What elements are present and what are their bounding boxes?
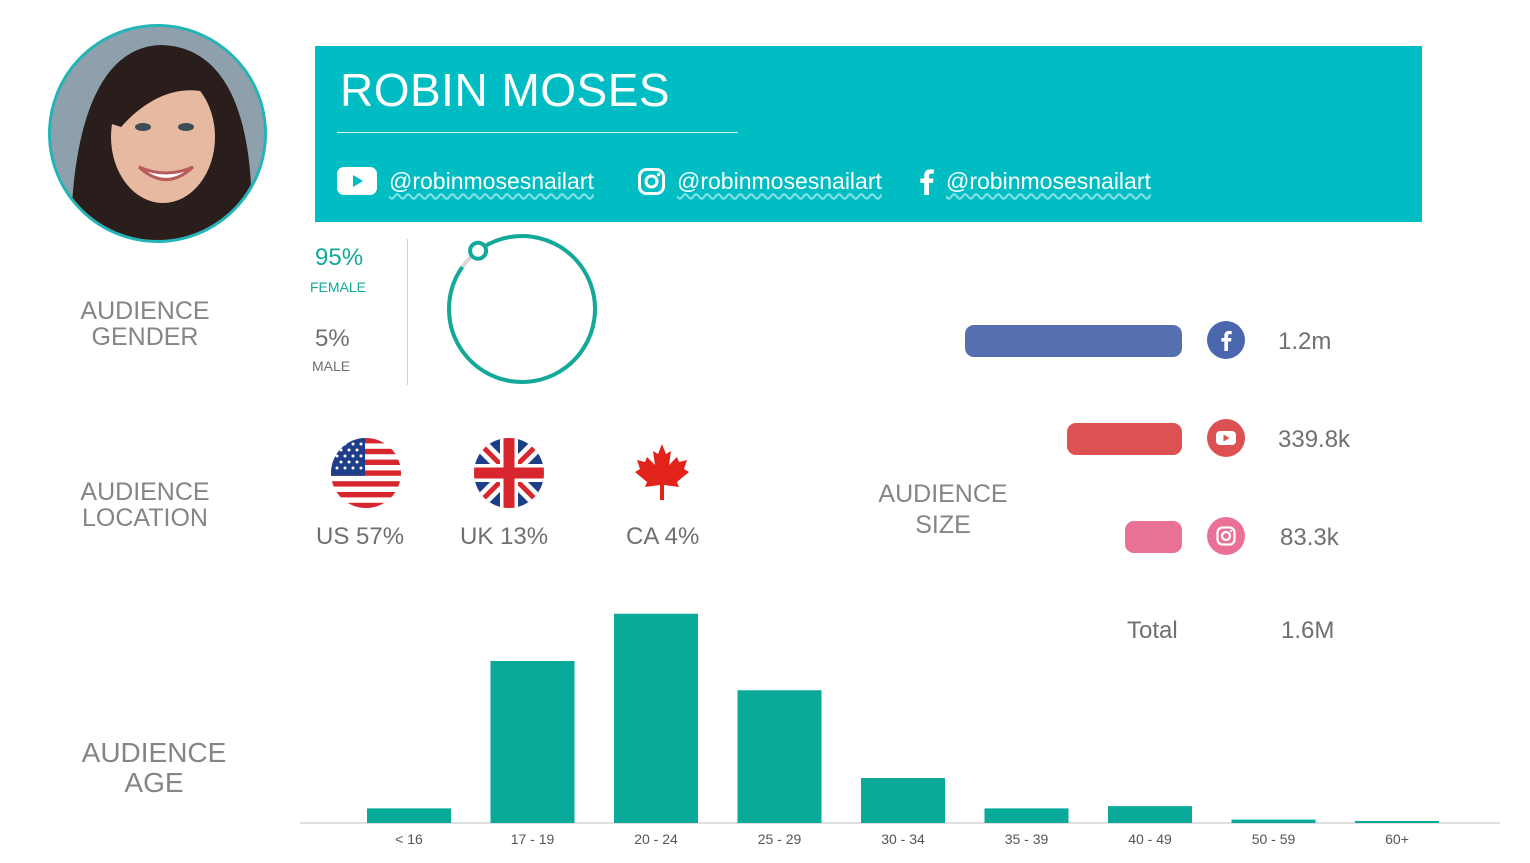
- uk-flag-icon: [474, 438, 544, 508]
- gender-divider: [407, 239, 408, 385]
- location-us-label: US 57%: [316, 523, 405, 550]
- male-label: MALE: [312, 358, 351, 374]
- instagram-handle[interactable]: @robinmosesnailart: [638, 161, 882, 201]
- profile-name: ROBIN MOSES: [340, 64, 671, 116]
- facebook-handle-text[interactable]: @robinmosesnailart: [946, 167, 1151, 194]
- ca-flag-icon: [635, 444, 689, 500]
- instagram-handle-text[interactable]: @robinmosesnailart: [677, 167, 882, 194]
- youtube-size-bar: [1066, 423, 1182, 455]
- profile-avatar: [48, 24, 267, 243]
- youtube-icon: [1207, 419, 1245, 457]
- age-tick-label: 17 - 19: [511, 831, 555, 847]
- female-percent: 95%: [315, 244, 364, 271]
- age-bar: [367, 808, 451, 823]
- location-ca-label: CA 4%: [626, 523, 700, 550]
- age-tick-label: 50 - 59: [1252, 831, 1296, 847]
- age-bar: [1355, 821, 1439, 823]
- age-bar: [1231, 819, 1316, 823]
- facebook-size-bar: [965, 325, 1182, 357]
- youtube-handle-text[interactable]: @robinmosesnailart: [389, 167, 594, 194]
- audience-size-label: AUDIENCE SIZE: [878, 480, 1008, 539]
- male-percent: 5%: [315, 325, 350, 352]
- total-label: Total: [1127, 617, 1178, 644]
- profile-header: ROBIN MOSES @robinmosesnailart @robinmos…: [315, 46, 1422, 222]
- audience-age-chart: < 16 17 - 19 20 - 24 25 - 29 30 - 34 35 - 39 4…: [300, 613, 1500, 847]
- age-bar: [1108, 806, 1192, 823]
- age-tick-label: 30 - 34: [881, 831, 925, 847]
- age-bar: [861, 778, 945, 823]
- age-bar: [614, 613, 698, 823]
- facebook-size-value: 1.2m: [1278, 328, 1332, 355]
- gender-ring-female: [447, 234, 597, 384]
- female-label: FEMALE: [310, 279, 367, 295]
- youtube-handle[interactable]: @robinmosesnailart: [337, 161, 594, 201]
- audience-location-label: AUDIENCE LOCATION: [80, 478, 210, 532]
- instagram-icon: [638, 167, 665, 195]
- age-tick-label: 35 - 39: [1005, 831, 1049, 847]
- facebook-icon: [1207, 321, 1245, 359]
- youtube-size-value: 339.8k: [1278, 426, 1351, 453]
- audience-gender-label: AUDIENCE GENDER: [80, 297, 210, 351]
- age-bar: [490, 661, 575, 823]
- age-tick-label: 20 - 24: [634, 831, 678, 847]
- location-uk-label: UK 13%: [460, 523, 549, 550]
- instagram-icon: [1207, 517, 1245, 555]
- age-tick-label: < 16: [395, 831, 423, 847]
- age-tick-label: 60+: [1385, 831, 1409, 847]
- instagram-size-value: 83.3k: [1280, 524, 1339, 551]
- audience-age-label: AUDIENCE AGE: [81, 737, 227, 798]
- gender-ring-knob: [468, 240, 489, 261]
- header-divider: [337, 132, 738, 133]
- youtube-icon: [337, 167, 377, 195]
- facebook-handle[interactable]: @robinmosesnailart: [920, 161, 1151, 201]
- age-tick-label: 40 - 49: [1128, 831, 1172, 847]
- gender-ring-chart: [447, 234, 597, 384]
- age-bar: [984, 808, 1069, 823]
- age-tick-label: 25 - 29: [758, 831, 802, 847]
- total-value: 1.6M: [1281, 617, 1335, 644]
- us-flag-icon: [331, 438, 401, 508]
- age-bar: [737, 690, 822, 823]
- instagram-size-bar: [1124, 521, 1182, 553]
- facebook-icon: [920, 168, 934, 195]
